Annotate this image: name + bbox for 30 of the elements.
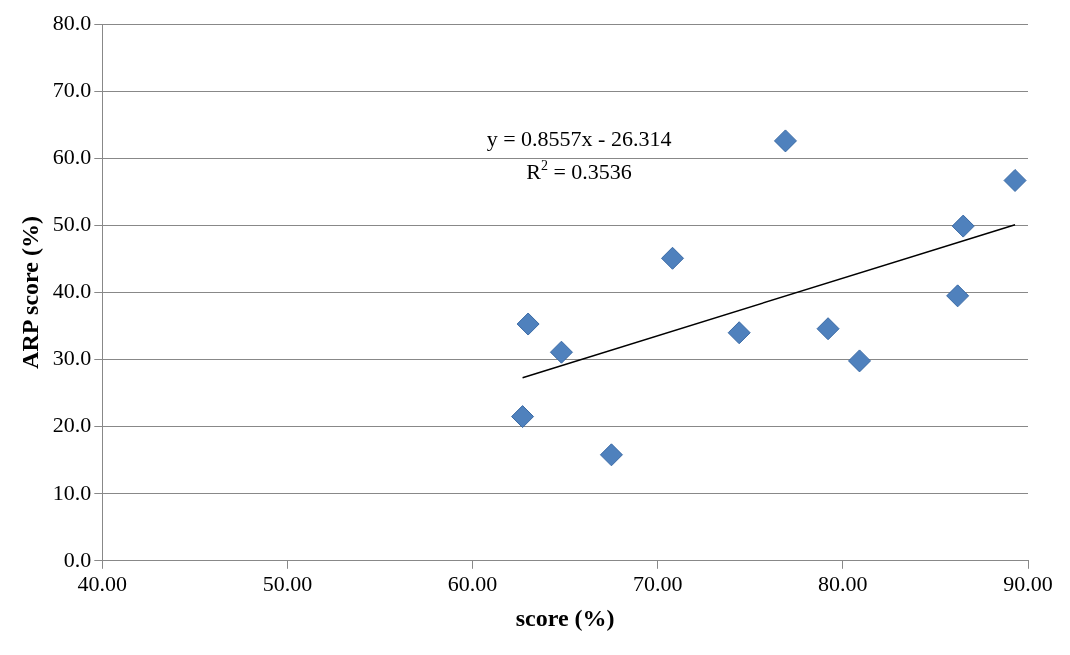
y-tick-label: 30.0 xyxy=(52,345,92,371)
x-tick-label: 40.00 xyxy=(77,570,128,596)
point xyxy=(549,340,573,364)
y-tick-label: 80.0 xyxy=(52,9,92,35)
point xyxy=(951,214,975,238)
y-tick-label: 10.0 xyxy=(52,479,92,505)
x-axis-title: score (%) xyxy=(515,604,615,631)
x-tick-label: 70.00 xyxy=(632,570,683,596)
point xyxy=(1003,168,1027,192)
y-tick-label: 50.0 xyxy=(52,211,92,237)
y-axis-title: ARP score (%) xyxy=(16,216,43,369)
x-tick-label: 60.00 xyxy=(447,570,498,596)
point xyxy=(946,284,970,308)
point xyxy=(816,317,840,341)
point xyxy=(661,246,685,270)
point xyxy=(727,321,751,345)
y-tick-label: 70.0 xyxy=(52,77,92,103)
x-tick-label: 50.00 xyxy=(262,570,313,596)
point xyxy=(773,129,797,153)
y-tick-label: 40.0 xyxy=(52,278,92,304)
y-tick-label: 60.0 xyxy=(52,144,92,170)
point xyxy=(516,312,540,336)
point xyxy=(599,443,623,467)
x-tick-label: 90.00 xyxy=(1003,570,1053,596)
y-tick-label: 20.0 xyxy=(52,412,92,438)
point xyxy=(848,349,872,373)
point xyxy=(511,405,535,429)
annotation: y = 0.8557x - 26.314 xyxy=(486,126,672,152)
x-tick-label: 80.00 xyxy=(818,570,868,596)
y-tick-label: 0.0 xyxy=(63,546,92,572)
